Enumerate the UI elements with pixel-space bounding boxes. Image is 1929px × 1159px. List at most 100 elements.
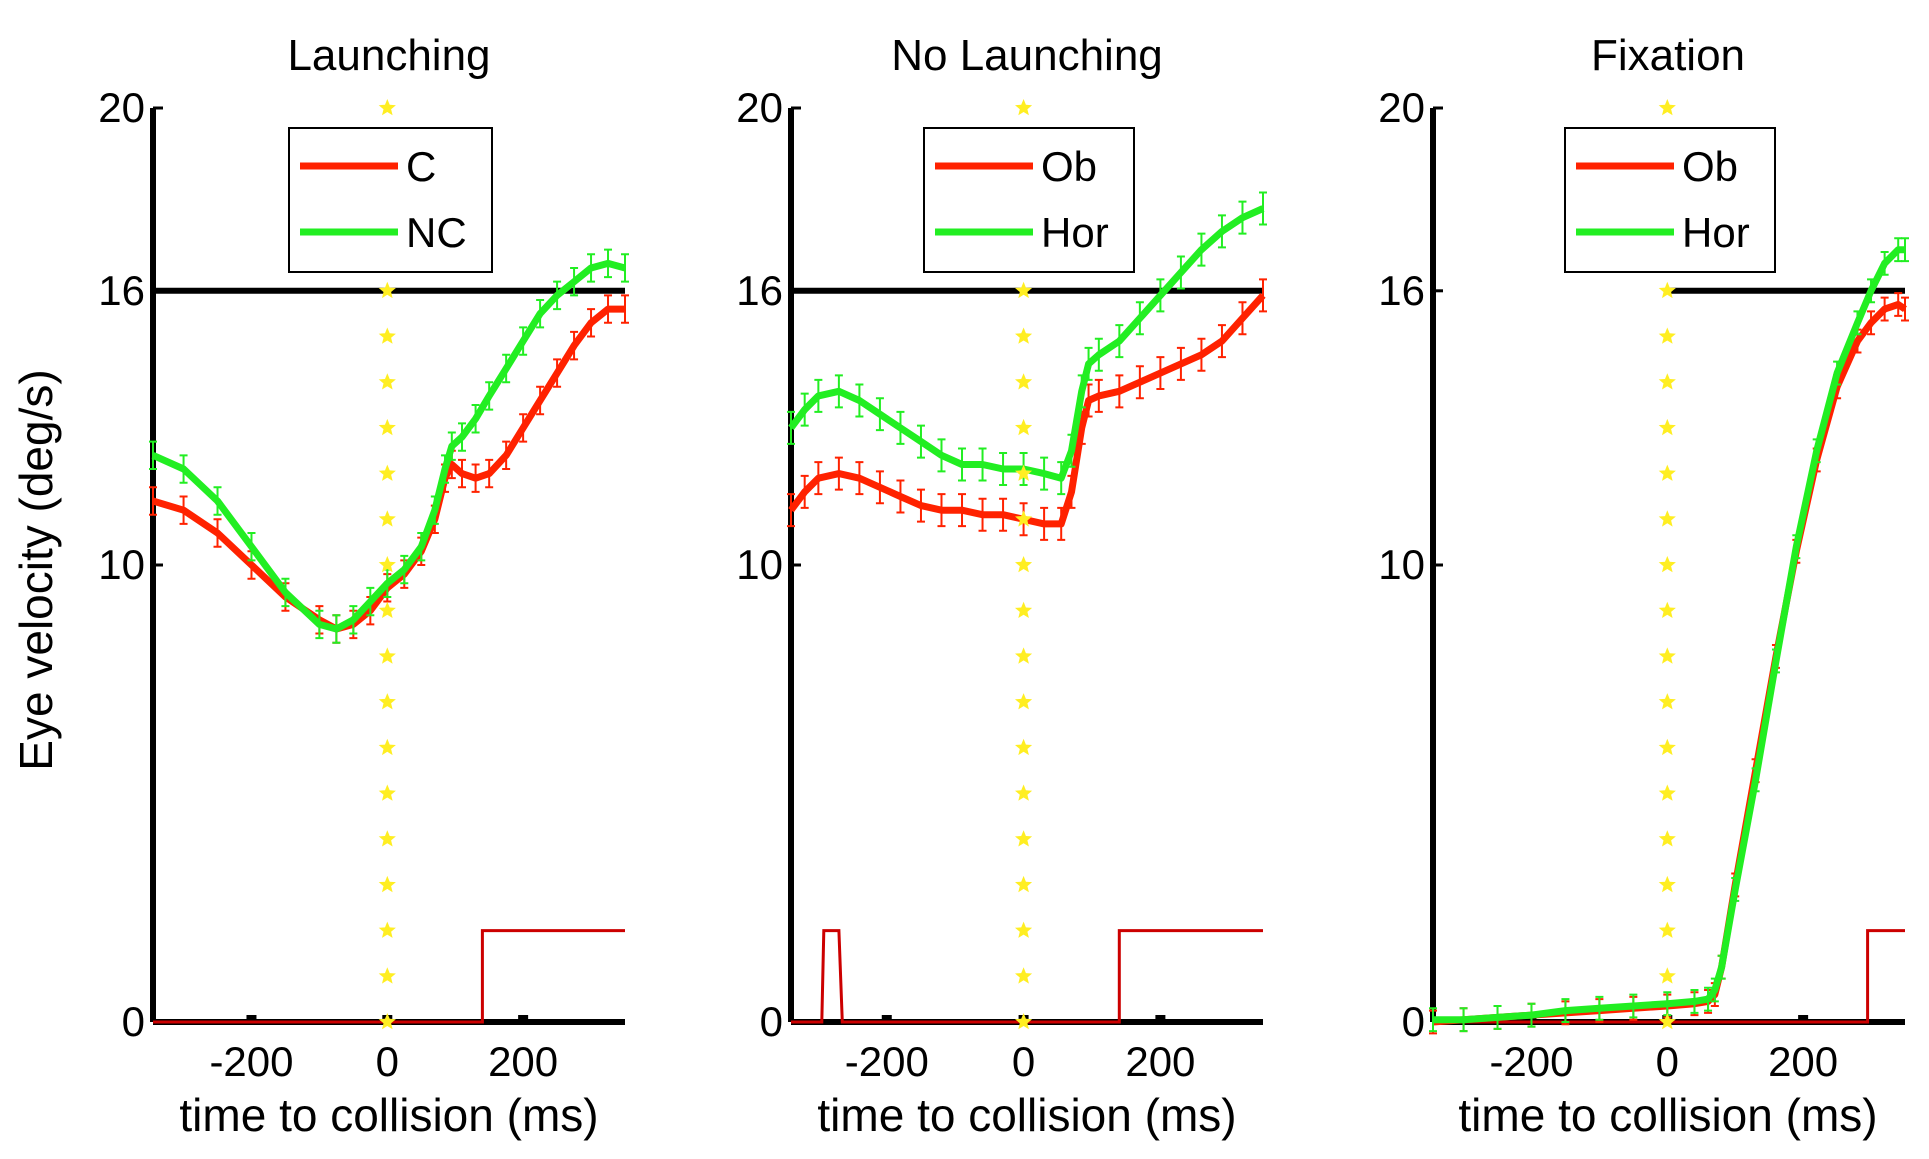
- error-bar: [179, 495, 188, 525]
- collision-marker: [1658, 647, 1676, 664]
- error-bar: [1094, 337, 1103, 372]
- collision-marker: [1658, 99, 1676, 116]
- legend: Ob Hor: [923, 127, 1135, 273]
- collision-marker: [1015, 418, 1033, 436]
- error-bar: [570, 266, 579, 297]
- error-bar: [604, 248, 613, 279]
- error-bar: [213, 518, 222, 548]
- error-bar: [149, 440, 157, 471]
- error-bar: [553, 358, 562, 388]
- x-tick-label: -200: [209, 1038, 293, 1085]
- error-bar: [1217, 324, 1226, 359]
- error-bar: [1561, 998, 1570, 1023]
- collision-marker: [1015, 464, 1033, 481]
- error-bar: [1894, 237, 1903, 263]
- error-bar: [1094, 378, 1103, 413]
- x-tick: [1155, 1015, 1166, 1023]
- error-bar: [1690, 989, 1699, 1014]
- legend-label: Hor: [1682, 209, 1750, 256]
- error-bar: [149, 486, 157, 516]
- collision-marker: [378, 99, 396, 116]
- error-bar: [1135, 301, 1144, 336]
- error-bar: [1792, 534, 1801, 560]
- error-bar: [1156, 278, 1165, 313]
- collision-marker: [1658, 1013, 1676, 1030]
- collision-marker: [378, 967, 396, 984]
- x-tick-label: -200: [845, 1038, 929, 1085]
- error-bar: [787, 410, 795, 445]
- error-bar: [800, 392, 809, 427]
- error-bar: [366, 586, 375, 617]
- collision-marker: [378, 281, 396, 299]
- series-line-ob: [1432, 301, 1907, 1026]
- collision-marker: [1015, 830, 1033, 847]
- y-tick-label: 16: [736, 267, 783, 314]
- error-bar: [417, 532, 426, 562]
- y-tick-label: 0: [1402, 998, 1425, 1045]
- error-bar: [1429, 1007, 1437, 1033]
- step-trace: [1433, 929, 1905, 1024]
- collision-marker: [378, 373, 396, 390]
- collision-marker: [1015, 693, 1033, 710]
- collision-marker: [1658, 921, 1676, 938]
- x-tick: [518, 1015, 529, 1023]
- error-bar: [536, 298, 545, 329]
- error-bar: [1156, 356, 1165, 391]
- error-bar: [458, 422, 467, 452]
- error-bar: [1704, 986, 1713, 1012]
- legend-label: Ob: [1682, 143, 1738, 190]
- error-bar: [179, 454, 188, 484]
- error-bar: [978, 447, 987, 482]
- error-bar: [937, 493, 946, 528]
- collision-marker: [1015, 556, 1033, 573]
- collision-marker: [378, 875, 396, 893]
- error-bar: [1493, 1005, 1502, 1030]
- legend-label: C: [406, 143, 436, 190]
- collision-marker: [1658, 510, 1676, 527]
- error-bar: [1527, 1002, 1536, 1028]
- error-bar: [1731, 877, 1740, 902]
- x-tick: [246, 1015, 257, 1023]
- error-bar: [447, 431, 456, 461]
- error-bar: [814, 378, 823, 413]
- panel-title: Fixation: [1591, 31, 1745, 80]
- error-bar: [213, 486, 222, 516]
- error-bar: [1867, 278, 1876, 304]
- error-bar: [1040, 456, 1049, 491]
- error-bar: [471, 463, 480, 493]
- collision-marker: [1658, 418, 1676, 436]
- y-tick-label: 16: [1378, 267, 1425, 314]
- error-bar: [441, 454, 450, 484]
- error-bar: [1259, 278, 1267, 313]
- panel-fixation: Fixation time to collision (ms) 0 10 16 20 -…: [1378, 31, 1909, 1141]
- series-line-ob: [788, 293, 1266, 528]
- error-bar: [1057, 461, 1066, 496]
- x-tick-label: 0: [1656, 1038, 1679, 1085]
- plot-area: 0 10 16 20 -200 0 200: [1378, 84, 1909, 1085]
- error-bar: [1595, 995, 1604, 1021]
- legend-label: Ob: [1041, 143, 1097, 190]
- error-bar: [896, 410, 905, 445]
- error-bar: [519, 326, 528, 356]
- error-bar: [937, 438, 946, 473]
- legend-label: NC: [406, 209, 467, 256]
- series-line-nc: [151, 259, 626, 633]
- y-tick-label: 10: [736, 541, 783, 588]
- panel-launching: Launching time to collision (ms) 0 10 16 20…: [98, 31, 629, 1141]
- error-bar: [1880, 296, 1889, 322]
- error-bar: [800, 474, 809, 509]
- error-bar: [787, 493, 795, 528]
- error-bar: [1238, 301, 1247, 336]
- step-trace: [153, 929, 625, 1024]
- collision-marker: [1658, 784, 1676, 801]
- collision-marker: [1658, 281, 1676, 299]
- x-tick-label: 0: [1012, 1038, 1035, 1085]
- error-bar: [570, 330, 579, 361]
- error-bar: [1084, 346, 1093, 381]
- error-bar: [485, 381, 494, 411]
- x-tick: [1798, 1015, 1809, 1023]
- error-bar: [471, 404, 480, 434]
- error-bar: [1459, 1007, 1468, 1033]
- error-bar: [834, 374, 843, 409]
